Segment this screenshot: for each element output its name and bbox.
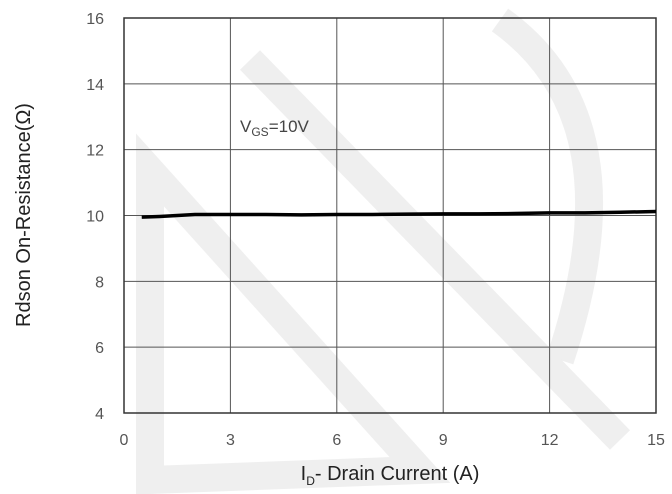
page: {"chart_data": {"type": "line", "y_label… xyxy=(0,0,672,494)
y-tick-label: 4 xyxy=(95,406,104,423)
x-label-rest: - Drain Current (A) xyxy=(315,463,479,485)
annotation: VGS=10V xyxy=(240,117,310,139)
x-axis-label: ID- Drain Current (A) xyxy=(301,463,480,488)
x-tick-label: 9 xyxy=(439,432,448,449)
y-axis-label: Rdson On-Resistance(Ω) xyxy=(13,103,35,327)
x-tick-label: 0 xyxy=(120,432,129,449)
y-tick-label: 14 xyxy=(86,77,104,94)
y-tick-label: 8 xyxy=(95,274,104,291)
x-tick-label: 6 xyxy=(332,432,341,449)
y-tick-label: 10 xyxy=(86,209,104,226)
y-tick-label: 16 xyxy=(86,11,104,28)
x-tick-label: 12 xyxy=(541,432,559,449)
annotation-sub: GS xyxy=(251,125,268,139)
y-tick-label: 12 xyxy=(86,143,104,160)
annotation-rest: =10V xyxy=(269,117,310,136)
watermark-arc xyxy=(500,20,589,360)
x-label-sub: D xyxy=(306,474,315,488)
chart: Rdson On-Resistance(Ω) ID- Drain Current… xyxy=(0,0,672,494)
annotation-main: V xyxy=(240,117,252,136)
x-tick-label: 3 xyxy=(226,432,235,449)
y-tick-label: 6 xyxy=(95,340,104,357)
x-tick-label: 15 xyxy=(647,432,665,449)
